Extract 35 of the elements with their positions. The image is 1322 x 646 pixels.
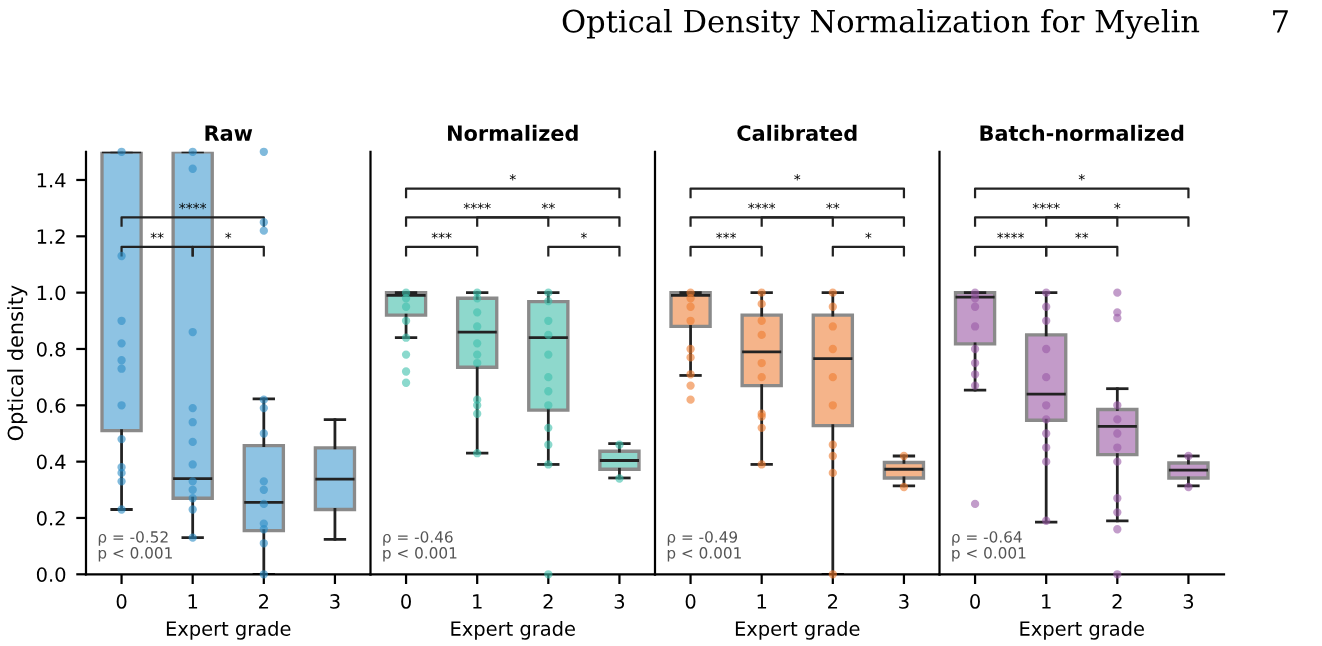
x-axis-title: Expert grade: [1020, 620, 1144, 640]
x-tick-label: 2: [259, 594, 269, 609]
text: 7: [1273, 10, 1288, 33]
y-tick-label: 1.2: [37, 229, 65, 244]
chart-title: Raw: [205, 125, 253, 141]
text: Optical Density Normalization for Myelin: [562, 9, 1200, 39]
x-tick-label: 1: [757, 594, 767, 609]
x-tick-label: 0: [401, 594, 411, 609]
x-tick-label: 0: [116, 594, 127, 609]
x-tick-label: 0: [970, 594, 980, 609]
y-tick-label: 0.8: [36, 341, 66, 357]
y-axis-title: Optical density: [7, 285, 28, 441]
chart-title: Batch-normalized: [980, 124, 1184, 141]
x-axis-title: Expert grade: [735, 620, 860, 640]
x-tick-label: 0: [685, 594, 696, 609]
x-tick-label: 1: [473, 594, 482, 609]
chart-title: Normalized: [448, 124, 578, 141]
y-tick-label: 0.4: [36, 454, 66, 470]
y-tick-label: 1.0: [37, 285, 66, 301]
x-tick-label: 3: [614, 594, 625, 609]
chart-title: Calibrated: [737, 124, 857, 141]
x-tick-label: 2: [1112, 594, 1122, 609]
y-tick-label: 0.2: [36, 510, 65, 526]
y-tick-label: 0.0: [36, 567, 66, 582]
x-tick-label: 3: [899, 594, 909, 609]
x-axis-title: Expert grade: [166, 620, 291, 640]
y-tick-label: 0.6: [36, 398, 66, 413]
x-tick-label: 1: [1042, 594, 1051, 609]
x-axis-title: Expert grade: [451, 620, 575, 640]
y-tick-label: 1.4: [37, 173, 66, 188]
x-tick-label: 3: [1183, 594, 1194, 609]
x-tick-label: 2: [828, 594, 838, 609]
x-tick-label: 2: [543, 594, 553, 609]
x-tick-label: 3: [330, 594, 340, 609]
x-tick-label: 1: [188, 594, 198, 609]
